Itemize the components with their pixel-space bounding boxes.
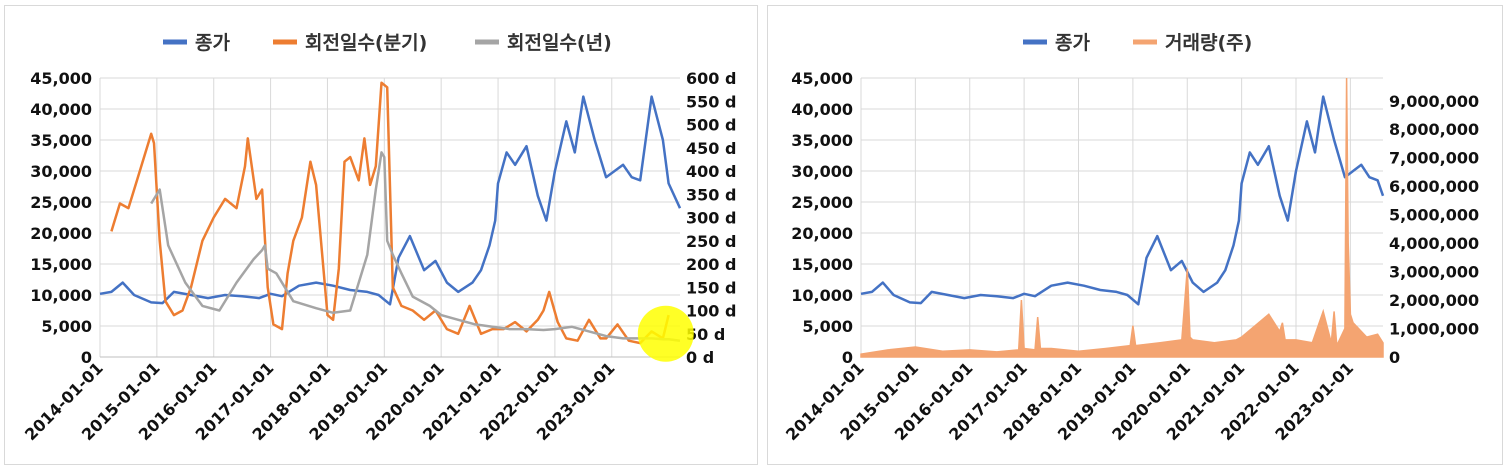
y-left-tick-label: 35,000: [30, 131, 92, 150]
y-left-tick-label: 20,000: [791, 224, 853, 243]
y-left-tick-label: 0: [842, 348, 853, 367]
y-right-tick-label: 350 d: [686, 185, 736, 204]
y-left-tick-label: 45,000: [791, 69, 853, 88]
series-line-0: [860, 95, 1385, 306]
y-left-tick-label: 30,000: [791, 162, 853, 181]
y-left-tick-label: 45,000: [30, 69, 92, 88]
y-left-tick-label: 20,000: [30, 224, 92, 243]
chart-left-panel: 0 5,000 10,000 15,000 20,000 25,000 30,000 35,0…: [4, 5, 758, 465]
y-left-tick-label: 10,000: [791, 286, 853, 305]
y-right-tick-label: 600 d: [686, 69, 736, 88]
y-right-tick-label: 5,000,000: [1389, 206, 1479, 225]
y-left-tick-label: 40,000: [791, 100, 853, 119]
y-left-tick-label: 35,000: [791, 131, 853, 150]
y-right-tick-label: 550 d: [686, 92, 736, 111]
y-right-tick-label: 50 d: [686, 325, 725, 344]
y-left-tick-label: 10,000: [30, 286, 92, 305]
y-left-tick-label: 40,000: [30, 100, 92, 119]
y-right-tick-label: 400 d: [686, 162, 736, 181]
y-right-tick-label: 450 d: [686, 139, 736, 158]
y-right-tick-label: 0: [1389, 348, 1400, 367]
y-left-tick-label: 5,000: [41, 317, 92, 336]
y-left-tick-label: 15,000: [791, 255, 853, 274]
y-left-tick-label: 25,000: [30, 193, 92, 212]
chart-right-panel: 0 5,000 10,000 15,000 20,000 25,000 30,000 35,0…: [767, 5, 1503, 465]
y-left-tick-label: 15,000: [30, 255, 92, 274]
series-line-2: [150, 151, 681, 342]
highlight-marker: [637, 305, 694, 362]
y-right-tick-label: 7,000,000: [1389, 149, 1479, 168]
series-area-volume: [860, 77, 1384, 358]
y-right-tick-label: 150 d: [686, 278, 736, 297]
y-right-tick-label: 6,000,000: [1389, 177, 1479, 196]
legend-entry: 종가: [195, 32, 230, 54]
y-right-tick-label: 8,000,000: [1389, 120, 1479, 139]
y-right-tick-label: 9,000,000: [1389, 92, 1479, 111]
y-right-tick-label: 3,000,000: [1389, 263, 1479, 282]
legend-entry: 거래량(주): [1165, 32, 1252, 54]
y-right-tick-label: 1,000,000: [1389, 320, 1479, 339]
y-right-tick-label: 300 d: [686, 209, 736, 228]
y-left-tick-label: 30,000: [30, 162, 92, 181]
y-right-tick-label: 4,000,000: [1389, 234, 1479, 253]
y-right-tick-label: 200 d: [686, 255, 736, 274]
y-left-tick-label: 5,000: [802, 317, 853, 336]
legend-entry: 종가: [1055, 32, 1090, 54]
series-line-0: [99, 95, 682, 306]
chart-right-svg: 0 5,000 10,000 15,000 20,000 25,000 30,000 35,0…: [782, 32, 1479, 444]
y-right-tick-label: 0 d: [686, 348, 714, 367]
y-right-tick-label: 100 d: [686, 302, 736, 321]
y-right-tick-label: 2,000,000: [1389, 291, 1479, 310]
legend-entry: 회전일수(년): [507, 32, 612, 54]
y-right-tick-label: 250 d: [686, 232, 736, 251]
y-left-tick-label: 25,000: [791, 193, 853, 212]
chart-left-svg: 0 5,000 10,000 15,000 20,000 25,000 30,000 35,0…: [21, 32, 736, 444]
legend-entry: 회전일수(분기): [305, 32, 427, 54]
y-left-tick-label: 0: [81, 348, 92, 367]
series-line-1: [110, 81, 670, 345]
y-right-tick-label: 500 d: [686, 116, 736, 135]
